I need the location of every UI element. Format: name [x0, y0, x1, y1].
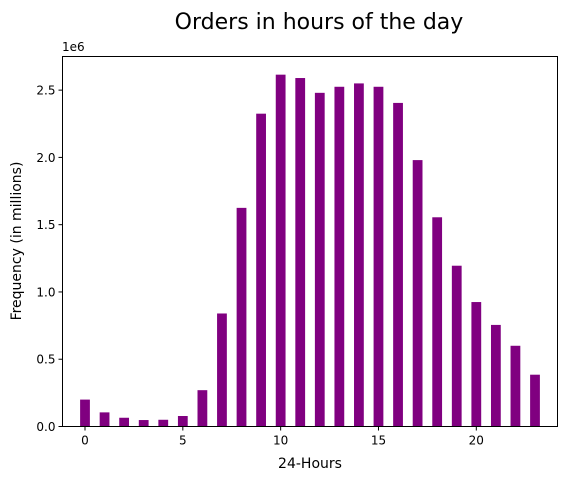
bar-hour-2 [119, 417, 130, 427]
y-tick-label: 0.0 [36, 420, 55, 434]
bar-hour-8 [236, 207, 247, 427]
bar-hour-16 [393, 102, 403, 427]
y-offset-label: 1e6 [62, 40, 85, 54]
bar-hour-6 [197, 390, 208, 427]
bar-hour-11 [295, 78, 306, 427]
bar-hour-1 [99, 412, 110, 427]
bar-hour-21 [490, 324, 501, 427]
bar-hour-22 [510, 345, 521, 427]
bar-hour-15 [373, 86, 384, 427]
y-tick-label: 2.0 [36, 151, 55, 165]
x-tick-label: 10 [273, 434, 288, 448]
bar-hour-18 [432, 217, 443, 427]
x-tick-label: 20 [469, 434, 484, 448]
bars [80, 74, 540, 427]
y-axis-title: Frequency (in millions) [9, 162, 25, 321]
bar-hour-19 [451, 265, 462, 427]
bar-hour-23 [530, 374, 540, 427]
bar-hour-5 [177, 416, 188, 427]
y-tick-label: 1.5 [36, 218, 55, 232]
bar-hour-9 [256, 113, 266, 427]
x-axis-ticks: 0 5 10 15 20 [81, 426, 484, 448]
bar-hour-0 [80, 399, 90, 427]
bar-hour-13 [334, 86, 345, 427]
plot-frame [62, 56, 558, 427]
x-tick-label: 15 [371, 434, 386, 448]
chart-title: Orders in hours of the day [175, 10, 464, 35]
bar-hour-17 [412, 160, 423, 427]
x-axis-title: 24-Hours [278, 456, 342, 472]
bar-hour-20 [471, 302, 482, 427]
bar-hour-12 [314, 92, 325, 427]
bar-hour-10 [275, 74, 286, 427]
bar-hour-4 [158, 419, 169, 427]
bar-hour-3 [138, 420, 149, 427]
x-tick-label: 0 [81, 434, 89, 448]
bar-hour-14 [354, 83, 364, 427]
x-tick-label: 5 [179, 434, 187, 448]
y-axis-ticks: 0.0 0.5 1.0 1.5 2.0 2.5 [36, 84, 63, 434]
y-tick-label: 2.5 [36, 84, 55, 98]
y-tick-label: 0.5 [36, 353, 55, 367]
bar-hour-7 [217, 313, 227, 427]
y-tick-label: 1.0 [36, 285, 55, 299]
